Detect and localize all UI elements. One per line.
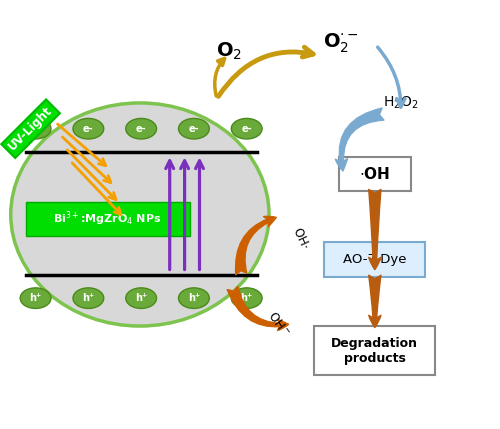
FancyBboxPatch shape (314, 326, 436, 375)
Text: e-: e- (30, 124, 41, 134)
FancyBboxPatch shape (338, 157, 410, 191)
Ellipse shape (178, 288, 210, 308)
Ellipse shape (73, 288, 104, 308)
Text: O$_2$: O$_2$ (216, 41, 242, 62)
Ellipse shape (73, 118, 104, 139)
Text: $\cdot$OH: $\cdot$OH (359, 166, 390, 182)
Text: h⁺: h⁺ (30, 293, 42, 303)
Text: Bi$^{3+}$:MgZrO$_4$ NPs: Bi$^{3+}$:MgZrO$_4$ NPs (54, 209, 162, 228)
Text: e-: e- (188, 124, 199, 134)
Text: UV-Light: UV-Light (6, 104, 55, 153)
Ellipse shape (232, 118, 262, 139)
Text: AO-7 Dye: AO-7 Dye (343, 253, 406, 266)
Circle shape (11, 103, 269, 326)
Ellipse shape (20, 288, 51, 308)
Text: e-: e- (83, 124, 94, 134)
Text: h⁺: h⁺ (82, 293, 94, 303)
Text: h⁺: h⁺ (240, 293, 253, 303)
Text: h⁺: h⁺ (188, 293, 200, 303)
Ellipse shape (178, 118, 210, 139)
Ellipse shape (20, 118, 51, 139)
Text: H$_2$O$_2$: H$_2$O$_2$ (383, 95, 418, 111)
Text: e-: e- (242, 124, 252, 134)
FancyBboxPatch shape (26, 202, 190, 236)
Ellipse shape (126, 118, 156, 139)
Text: Degradation
products: Degradation products (331, 337, 418, 365)
Ellipse shape (126, 288, 156, 308)
Text: h⁺: h⁺ (135, 293, 147, 303)
Text: OH$\cdot$: OH$\cdot$ (290, 225, 311, 251)
Text: OH$^-$: OH$^-$ (266, 309, 292, 339)
Ellipse shape (232, 288, 262, 308)
FancyBboxPatch shape (324, 242, 426, 277)
Text: e-: e- (136, 124, 146, 134)
Text: O$_2^{\cdot-}$: O$_2^{\cdot-}$ (323, 31, 359, 54)
